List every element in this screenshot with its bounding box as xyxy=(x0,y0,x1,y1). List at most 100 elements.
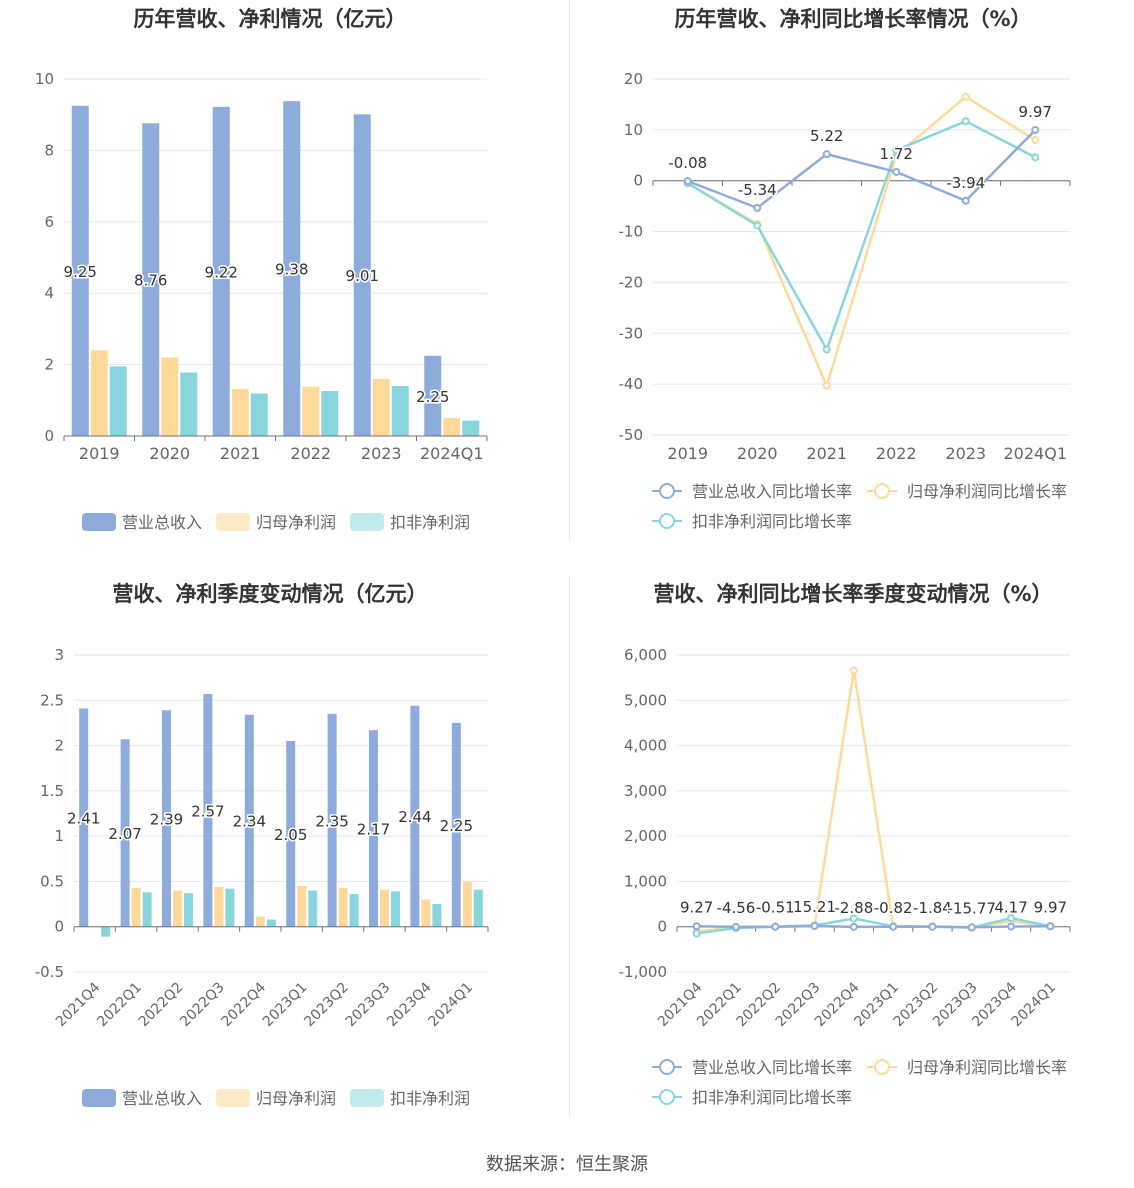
data-label: -3.94 xyxy=(946,174,985,192)
annual-line-chart: 历年营收、净利同比增长率情况（%） -50 -40 -30 -20 -10 0 10 20 -0.… xyxy=(619,7,1071,531)
data-label: 4.17 xyxy=(994,899,1027,917)
y-tick-label: 2,000 xyxy=(624,827,667,845)
bar-deducted xyxy=(432,904,442,927)
data-label: -5.34 xyxy=(738,181,777,199)
data-label: 2.39 xyxy=(150,810,183,828)
data-label: 15.21 xyxy=(793,898,836,916)
x-tick-label: 2024Q1 xyxy=(420,444,484,463)
bar-deducted xyxy=(180,372,198,436)
data-label: 2.44 xyxy=(398,808,431,826)
annual-bar-panel: 历年营收、净利情况（亿元） 0 2 4 6 8 10 9.25 8.76 9.22 9.38 9.01… xyxy=(0,0,567,560)
data-point xyxy=(961,117,970,126)
y-tick-label: 2 xyxy=(54,737,64,755)
y-tick-label: 8 xyxy=(44,141,54,159)
x-tick-label: 2023Q4 xyxy=(384,979,435,1030)
bar-revenue xyxy=(142,123,160,436)
data-label: -4.56 xyxy=(717,899,756,917)
bar-deducted xyxy=(321,391,339,436)
y-tick-label: -50 xyxy=(619,426,644,444)
data-label: 8.76 xyxy=(134,272,167,290)
bar-deducted xyxy=(473,889,483,927)
chart-title: 历年营收、净利同比增长率情况（%） xyxy=(674,7,1031,31)
series-line xyxy=(687,129,1037,210)
bar-deducted xyxy=(308,890,318,927)
x-tick-label: 2021 xyxy=(806,444,847,463)
series-line xyxy=(696,924,1051,929)
bar-netprofit xyxy=(462,881,472,927)
legend-swatch xyxy=(82,513,116,531)
data-source: 数据来源：恒生聚源 xyxy=(486,1154,648,1175)
data-label: -0.82 xyxy=(874,899,913,917)
data-label: -15.77 xyxy=(948,899,996,917)
bar-deducted xyxy=(184,893,193,927)
legend-label: 营业总收入同比增长率 xyxy=(692,1058,852,1077)
y-tick-label: 0 xyxy=(54,918,64,936)
x-tick-label: 2022Q4 xyxy=(219,979,270,1030)
quarter-line-chart: 营收、净利同比增长率季度变动情况（%） -1,000 0 1,000 2,000 3,00… xyxy=(619,582,1071,1107)
bar-revenue xyxy=(327,713,337,927)
bar-deducted xyxy=(462,420,480,436)
divider-top xyxy=(569,0,570,542)
data-label: -0.08 xyxy=(668,154,707,172)
annual-bar-chart: 历年营收、净利情况（亿元） 0 2 4 6 8 10 9.25 8.76 9.22 9.38 9.01… xyxy=(35,7,488,532)
y-tick-label: 3 xyxy=(54,646,64,664)
x-tick-label: 2021Q4 xyxy=(53,979,104,1030)
legend-label: 扣非净利润 xyxy=(390,513,470,532)
data-label: 2.17 xyxy=(357,820,390,838)
y-tick-label: 1.5 xyxy=(40,782,64,800)
data-point xyxy=(928,922,937,931)
bar-netprofit xyxy=(297,885,307,927)
legend-swatch xyxy=(350,513,384,531)
legend-label: 归母净利润 xyxy=(256,1089,336,1108)
y-tick-label: 20 xyxy=(624,70,643,88)
bar-deducted xyxy=(391,891,400,927)
divider-bottom xyxy=(569,575,570,1117)
legend-marker xyxy=(874,1059,890,1075)
data-label: 2.35 xyxy=(315,812,348,830)
bar-netprofit xyxy=(90,350,108,436)
data-point xyxy=(967,923,976,932)
bar-deducted xyxy=(391,386,409,436)
legend-swatch xyxy=(216,1089,250,1107)
bar-netprofit xyxy=(372,378,390,436)
legend-label: 扣非净利润同比增长率 xyxy=(692,512,852,531)
y-tick-label: 2 xyxy=(44,356,54,374)
y-tick-label: -10 xyxy=(619,223,644,241)
bar-revenue xyxy=(203,693,213,927)
data-point xyxy=(753,203,762,212)
y-tick-label: 1,000 xyxy=(624,872,667,890)
bar-revenue xyxy=(244,714,254,927)
x-tick-label: 2022Q2 xyxy=(136,980,187,1031)
legend-label: 营业总收入 xyxy=(122,1089,202,1108)
data-point xyxy=(1046,922,1055,931)
bar-deducted xyxy=(101,926,111,937)
data-label: 2.25 xyxy=(440,817,473,835)
x-tick-label: 2022 xyxy=(290,444,331,463)
data-point xyxy=(849,922,858,931)
bar-revenue xyxy=(424,355,442,436)
legend-label: 归母净利润同比增长率 xyxy=(907,1058,1067,1077)
data-point xyxy=(753,221,762,230)
data-label: 2.07 xyxy=(108,825,141,843)
x-tick-label: 2019 xyxy=(667,444,708,463)
y-tick-label: 10 xyxy=(624,121,643,139)
series-line xyxy=(687,119,1036,353)
y-tick-label: -0.5 xyxy=(35,963,64,981)
bar-netprofit xyxy=(231,388,249,436)
bar-revenue xyxy=(283,101,301,436)
y-tick-label: -40 xyxy=(619,375,644,393)
data-label: 2.05 xyxy=(274,826,307,844)
y-tick-label: 3,000 xyxy=(624,782,667,800)
data-point xyxy=(1007,914,1016,923)
data-point xyxy=(961,196,970,205)
data-point xyxy=(731,922,740,931)
data-label: 9.38 xyxy=(275,261,308,279)
data-point xyxy=(1031,153,1040,162)
x-tick-label: 2021 xyxy=(220,444,261,463)
bar-revenue xyxy=(286,741,296,927)
data-point xyxy=(961,92,970,101)
bar-deducted xyxy=(349,894,359,927)
y-tick-label: 0.5 xyxy=(40,872,64,890)
series-line xyxy=(696,670,1051,933)
legend-swatch xyxy=(350,1089,384,1107)
